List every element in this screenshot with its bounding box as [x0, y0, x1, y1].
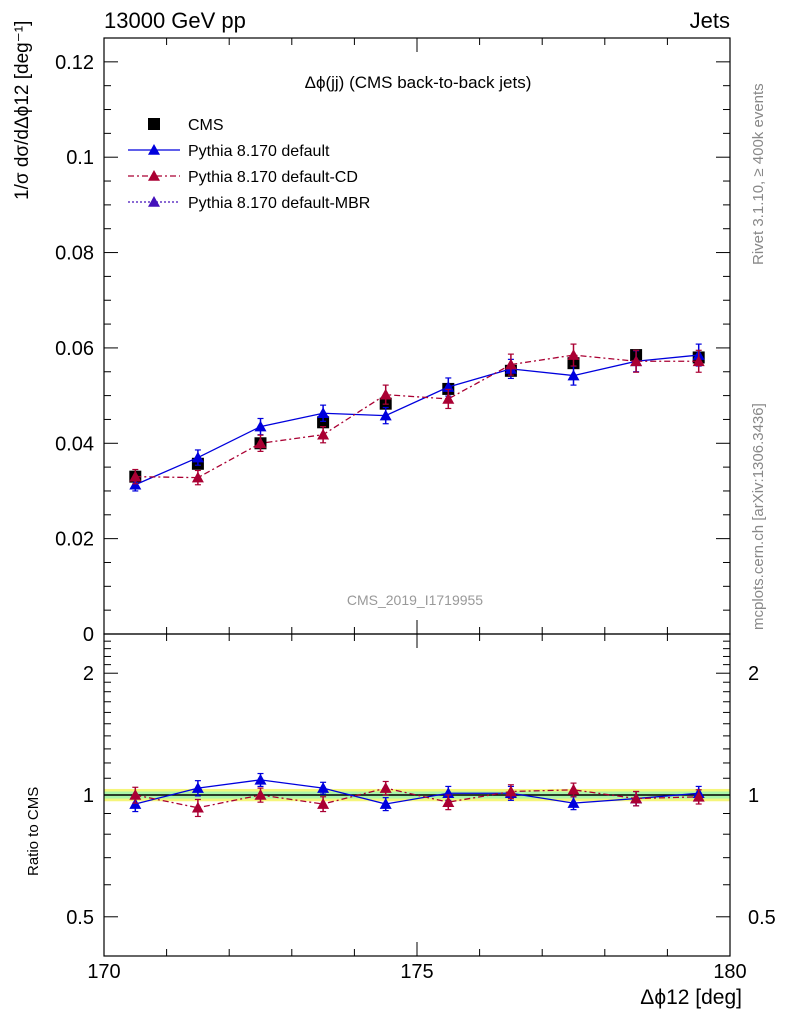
y-axis-label: 1/σ dσ/dΔϕ12 [deg⁻¹]	[12, 21, 33, 200]
data-point	[191, 471, 204, 483]
y-tick-label: 0.12	[55, 52, 94, 74]
legend-entry: CMS	[148, 117, 224, 134]
ratio-point	[317, 782, 330, 793]
watermark: CMS_2019_I1719955	[347, 592, 483, 608]
ratio-y-axis-label: Ratio to CMS	[25, 787, 42, 876]
ratio-line-1	[135, 779, 699, 805]
data-point	[317, 416, 330, 429]
ratio-point	[567, 783, 580, 795]
ratio-point	[379, 798, 392, 809]
data-point	[442, 392, 455, 404]
label-layer: 13000 GeV pp Jets Δϕ(jj) (CMS back-to-ba…	[12, 8, 767, 1009]
y-tick-label: 0.06	[55, 338, 94, 360]
plot-title: Δϕ(jj) (CMS back-to-back jets)	[305, 73, 532, 92]
rivet-label: Rivet 3.1.10, ≥ 400k events	[750, 83, 767, 265]
legend-label: Pythia 8.170 default	[188, 143, 330, 160]
legend: CMS Pythia 8.170 default Pythia 8.170 defa…	[128, 117, 370, 212]
x-axis-label: Δϕ12 [deg]	[640, 986, 742, 1009]
ratio-tick-label-right: 2	[748, 663, 759, 685]
ratio-point	[630, 792, 643, 804]
data-point	[504, 358, 517, 370]
ratio-point	[191, 782, 204, 793]
data-point	[317, 428, 330, 440]
y-tick-label: 0.1	[66, 147, 94, 169]
ratio-point	[254, 789, 267, 800]
data-point	[379, 409, 392, 421]
data-point	[567, 349, 580, 360]
data-point	[254, 420, 267, 432]
ratio-point	[442, 796, 455, 807]
legend-label: Pythia 8.170 default-CD	[188, 169, 358, 186]
axes-layer: 170 175 180 0 0.02 0.04 0.06 0.08 0.1 0.12 0.5 0.5 1…	[55, 37, 776, 983]
y-tick-label: 0.08	[55, 243, 94, 265]
ratio-tick-label: 1	[83, 785, 94, 807]
x-tick-label: 175	[400, 961, 433, 983]
header-left: 13000 GeV pp	[104, 8, 246, 33]
ratio-point	[379, 782, 392, 793]
series-line-1	[135, 354, 699, 486]
x-tick-label: 180	[713, 961, 746, 983]
data-point	[692, 355, 705, 367]
mcplots-label: mcplots.cern.ch [arXiv:1306.3436]	[750, 403, 767, 630]
y-tick-label: 0.04	[55, 433, 94, 455]
data-point	[317, 407, 330, 419]
data-point	[567, 369, 580, 381]
y-tick-label: 0.02	[55, 529, 94, 551]
data-point	[129, 470, 142, 482]
legend-entry: Pythia 8.170 default-MBR	[128, 195, 370, 212]
x-tick-label: 170	[87, 961, 120, 983]
ratio-tick-label: 2	[83, 663, 94, 685]
ratio-line-2	[135, 787, 699, 809]
legend-label: CMS	[188, 117, 224, 134]
ratio-tick-label-right: 0.5	[748, 907, 776, 929]
data-point	[630, 355, 643, 367]
ratio-point	[504, 785, 517, 797]
ratio-point	[317, 798, 330, 809]
legend-label: Pythia 8.170 default-MBR	[188, 195, 370, 212]
legend-marker	[148, 118, 160, 130]
ratio-point	[129, 789, 142, 800]
legend-marker	[148, 144, 160, 155]
header-right: Jets	[690, 8, 730, 33]
y-tick-label: 0	[83, 624, 94, 646]
legend-entry: Pythia 8.170 default-CD	[128, 169, 358, 186]
data-point	[191, 451, 204, 463]
ratio-point	[254, 773, 267, 785]
ratio-tick-label-right: 1	[748, 785, 759, 807]
data-layer	[129, 343, 705, 818]
ratio-point	[692, 790, 705, 802]
ratio-tick-label: 0.5	[66, 907, 94, 929]
ratio-point	[567, 797, 580, 808]
series-line-2	[135, 354, 699, 479]
legend-entry: Pythia 8.170 default	[128, 143, 330, 160]
data-point	[254, 437, 267, 449]
ratio-point	[191, 801, 204, 813]
legend-marker	[148, 196, 160, 207]
legend-marker	[148, 170, 160, 181]
data-point	[379, 388, 392, 400]
